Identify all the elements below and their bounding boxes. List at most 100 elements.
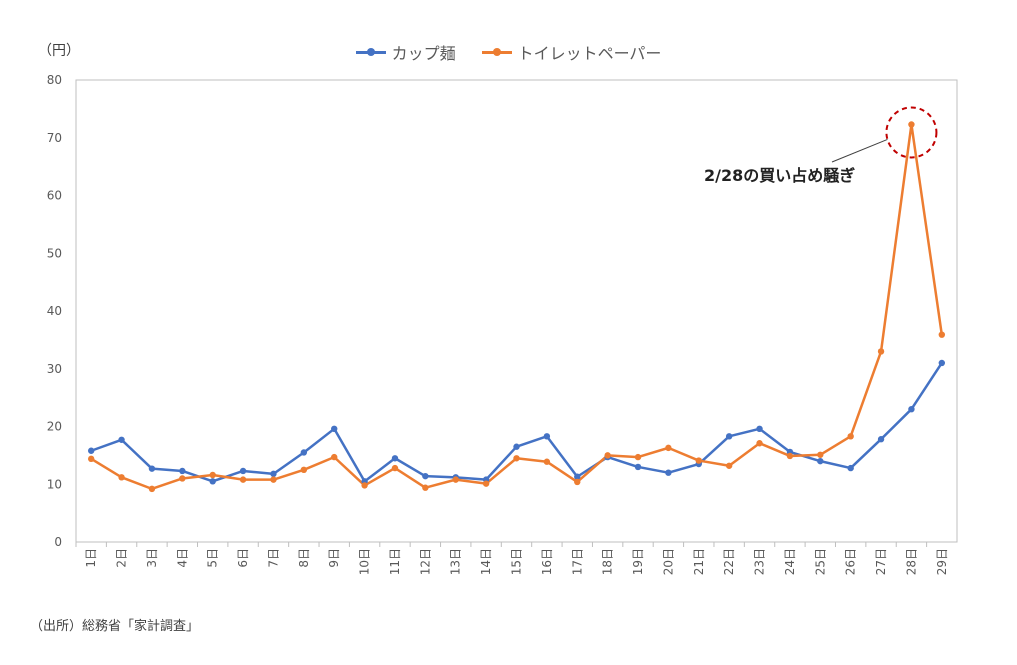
data-point-cup-noodle (148, 465, 156, 472)
y-tick-label: 60 (47, 189, 62, 203)
data-point-cup-noodle (422, 472, 429, 480)
x-tick-label: 14日 (479, 548, 493, 575)
x-tick-label: 3日 (145, 548, 159, 568)
data-point-toilet-paper (300, 466, 308, 474)
x-tick-label: 9日 (327, 548, 341, 568)
data-point-toilet-paper (482, 480, 490, 487)
x-tick-label: 27日 (874, 548, 888, 575)
data-point-toilet-paper (574, 478, 581, 486)
y-axis-unit-label: （円） (38, 43, 80, 59)
data-point-cup-noodle (725, 433, 733, 440)
data-point-cup-noodle (938, 359, 946, 367)
data-point-cup-noodle (270, 470, 277, 478)
data-point-toilet-paper (361, 482, 368, 489)
x-tick-label: 20日 (661, 548, 675, 575)
x-tick-label: 16日 (540, 548, 554, 575)
legend-swatch-toilet-paper (481, 47, 512, 56)
data-point-toilet-paper (786, 452, 794, 460)
data-point-toilet-paper (847, 433, 854, 440)
legend-label-toilet-paper: トイレットペーパー (517, 44, 662, 63)
x-tick-label: 22日 (722, 548, 736, 575)
data-point-toilet-paper (179, 475, 186, 482)
data-point-toilet-paper (908, 121, 915, 128)
data-point-cup-noodle (817, 457, 824, 465)
data-point-cup-noodle (209, 478, 216, 485)
data-point-toilet-paper (148, 485, 156, 493)
x-tick-label: 13日 (449, 548, 463, 575)
data-point-toilet-paper (938, 331, 946, 338)
data-point-toilet-paper (543, 458, 551, 465)
x-tick-label: 24日 (783, 548, 797, 575)
data-point-toilet-paper (118, 474, 125, 481)
data-point-cup-noodle (847, 464, 854, 472)
data-point-toilet-paper (270, 476, 277, 483)
data-point-toilet-paper (877, 348, 885, 355)
data-point-cup-noodle (756, 425, 763, 433)
data-point-cup-noodle (665, 469, 672, 476)
legend-swatch-cup-noodle (355, 47, 386, 56)
x-tick-label: 21日 (692, 548, 706, 575)
legend-item-cup-noodle: カップ麺 (355, 40, 456, 64)
x-tick-label: 26日 (844, 548, 858, 575)
data-point-cup-noodle (331, 425, 338, 433)
x-tick-label: 8日 (297, 548, 311, 568)
y-tick-label: 50 (47, 246, 62, 260)
data-point-cup-noodle (513, 443, 520, 450)
data-point-cup-noodle (908, 405, 915, 413)
x-tick-label: 23日 (753, 548, 767, 575)
y-tick-label: 30 (47, 362, 62, 376)
source-note: （出所）総務省「家計調査」 (30, 619, 200, 634)
data-point-cup-noodle (877, 436, 885, 443)
x-tick-label: 10日 (358, 548, 372, 575)
x-tick-label: 18日 (601, 548, 615, 575)
data-point-cup-noodle (574, 473, 581, 480)
data-point-cup-noodle (118, 436, 125, 443)
data-point-cup-noodle (634, 463, 642, 471)
x-tick-label: 29日 (935, 548, 949, 575)
data-point-toilet-paper (331, 453, 338, 461)
data-point-toilet-paper (422, 484, 429, 491)
data-point-toilet-paper (665, 444, 672, 452)
x-tick-label: 28日 (904, 548, 918, 575)
data-point-toilet-paper (452, 476, 459, 483)
y-tick-label: 80 (47, 73, 62, 87)
annotation-leader-line (831, 139, 888, 163)
x-tick-label: 4日 (175, 548, 189, 568)
x-tick-label: 12日 (418, 548, 432, 575)
x-tick-label: 7日 (266, 548, 280, 568)
data-point-toilet-paper (634, 453, 642, 461)
x-tick-label: 2日 (115, 548, 129, 568)
legend: カップ麺 トイレットペーパー (0, 40, 1017, 64)
data-point-toilet-paper (725, 462, 733, 469)
x-tick-label: 6日 (236, 548, 250, 568)
data-point-cup-noodle (87, 447, 95, 454)
highlight-circle (885, 106, 938, 159)
x-tick-label: 1日 (84, 548, 98, 568)
data-point-toilet-paper (756, 440, 763, 447)
y-tick-label: 70 (47, 131, 62, 145)
data-point-toilet-paper (817, 451, 824, 458)
y-tick-label: 40 (47, 304, 62, 318)
data-point-cup-noodle (543, 433, 551, 440)
y-tick-label: 10 (47, 477, 62, 491)
data-point-toilet-paper (209, 471, 216, 479)
data-point-toilet-paper (391, 464, 399, 472)
x-tick-label: 5日 (206, 548, 220, 568)
y-tick-label: 0 (54, 535, 62, 549)
legend-label-cup-noodle: カップ麺 (391, 44, 456, 63)
series-line-cup-noodle (90, 362, 943, 483)
plot-area-border (75, 79, 958, 543)
data-point-cup-noodle (179, 467, 186, 475)
x-tick-label: 25日 (813, 548, 827, 575)
data-point-toilet-paper (87, 455, 95, 463)
data-point-cup-noodle (239, 467, 247, 475)
x-tick-label: 19日 (631, 548, 645, 575)
data-point-toilet-paper (695, 457, 702, 464)
annotation-label: 2/28の買い占め騒ぎ (704, 166, 856, 185)
legend-item-toilet-paper: トイレットペーパー (481, 40, 662, 64)
x-tick-label: 15日 (510, 548, 524, 575)
x-tick-label: 17日 (570, 548, 584, 575)
x-tick-label: 11日 (388, 548, 402, 575)
data-point-cup-noodle (300, 449, 308, 456)
